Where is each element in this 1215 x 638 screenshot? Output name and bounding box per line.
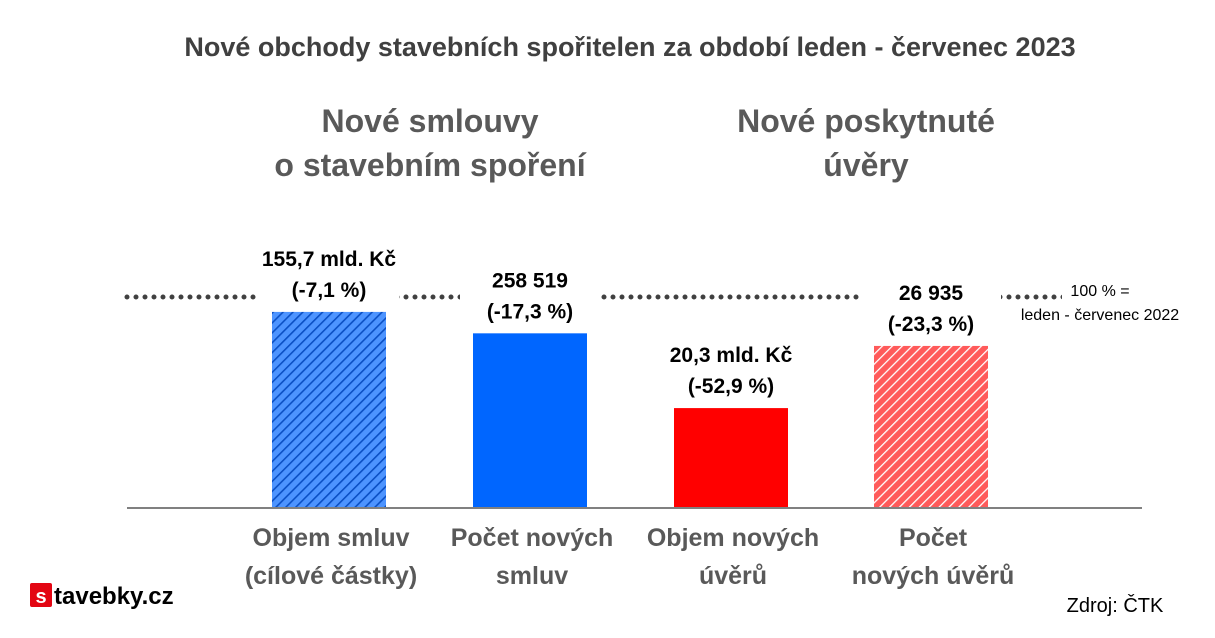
bar-3 [674,408,788,507]
category-label-3-line2: úvěrů [699,562,767,590]
data-label-background-4 [861,277,1001,339]
data-label-change-2: (-17,3 %) [487,300,573,323]
logo-text: tavebky.cz [54,583,174,610]
category-label-1-line2: (cílové částky) [245,562,417,590]
data-label-background-2 [460,265,600,327]
chart-title: Nové obchody stavebních spořitelen za ob… [184,32,1075,62]
bar-2 [473,333,587,507]
group-label-contracts-line1: Nové smlouvy [322,103,539,139]
reference-note-line2: leden - červenec 2022 [1021,307,1179,324]
group-label-contracts-line2: o stavebním spoření [274,147,586,183]
category-label-4-line1: Počet [899,524,968,552]
category-label-2-line2: smluv [496,562,568,590]
data-label-change-1: (-7,1 %) [292,279,367,302]
bar-1 [272,311,386,507]
bar-4 [874,345,988,507]
data-label-value-4: 26 935 [899,282,964,305]
logo-mark-box [30,583,52,607]
brand-logo: s tavebky.cz [30,583,174,610]
category-label-2-line1: Počet nových [451,524,614,552]
logo-mark-letter: s [35,586,46,608]
data-label-value-1: 155,7 mld. Kč [262,248,397,271]
data-label-change-3: (-52,9 %) [688,375,774,398]
category-label-4-line2: nových úvěrů [852,562,1015,590]
data-label-background-3 [656,340,806,402]
data-label-background-1 [259,243,399,305]
group-label-loans-line1: Nové poskytnuté [737,103,995,139]
reference-note-mask [1062,280,1202,324]
data-label-value-2: 258 519 [492,269,568,292]
category-label-3-line1: Objem nových [647,524,819,552]
category-label-1-line1: Objem smluv [253,524,410,552]
data-label-change-4: (-23,3 %) [888,313,974,336]
data-label-value-3: 20,3 mld. Kč [670,344,793,367]
source-note: Zdroj: ČTK [1067,594,1164,617]
group-label-loans-line2: úvěry [823,147,909,183]
reference-note-line1: 100 % = [1070,283,1129,300]
